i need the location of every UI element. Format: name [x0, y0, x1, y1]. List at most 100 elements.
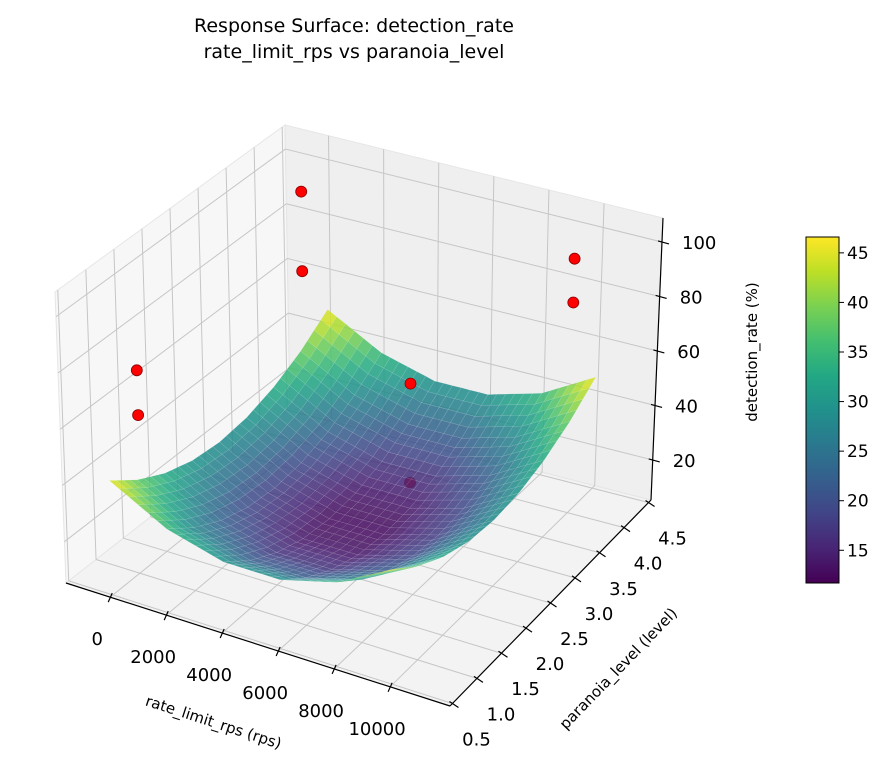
- x-tick-label: 10000: [348, 719, 405, 740]
- floor-grid-line-y: [68, 580, 453, 704]
- chart-title-line1: Response Surface: detection_rate: [194, 15, 514, 37]
- colorbar-tick-label: 20: [847, 492, 869, 512]
- x-tick-mark: [107, 592, 113, 603]
- y-tick-label: 4.0: [634, 554, 663, 575]
- floor-grid-line-y: [95, 559, 478, 679]
- colorbar-tick-label: 35: [847, 343, 869, 363]
- left-wall-grid-line-z: [55, 148, 286, 318]
- colorbar: 15 20 25 30 35 40 45: [805, 236, 869, 584]
- surface-facet: [440, 549, 457, 556]
- z-tick-mark: [653, 349, 665, 354]
- back-wall-grid-line-z: [285, 148, 663, 243]
- y-tick-mark: [596, 550, 606, 558]
- left-wall-grid-line-y: [169, 208, 179, 496]
- left-wall-grid-line-y: [253, 147, 261, 432]
- y-tick-label: 3.5: [609, 579, 638, 600]
- y-tick-label: 1.0: [487, 704, 516, 725]
- surface-facet: [471, 525, 488, 534]
- y-tick-mark: [449, 700, 459, 708]
- x-tick-label: 2000: [130, 647, 176, 668]
- x-tick-label: 0: [91, 629, 102, 650]
- x-tick-label: 8000: [298, 701, 344, 722]
- surface-facet: [483, 513, 501, 524]
- left-wall-grid-line-y: [85, 269, 97, 560]
- z-tick-label: 100: [682, 233, 716, 254]
- z-tick-mark: [655, 294, 667, 300]
- y-tick-label: 2.0: [536, 654, 565, 675]
- chart-title-line2: rate_limit_rps vs paranoia_level: [204, 41, 505, 63]
- scatter-point: [568, 252, 581, 265]
- colorbar-tick-label: 40: [847, 293, 869, 313]
- z-tick-label: 80: [680, 288, 703, 309]
- back-wall-grid-line-z: [286, 203, 660, 297]
- surface-facet: [465, 530, 482, 539]
- z-tick-label: 40: [675, 397, 698, 418]
- y-tick-mark: [522, 625, 533, 633]
- surface-facet: [383, 568, 400, 572]
- surface-facet: [490, 506, 507, 517]
- y-tick-label: 1.5: [511, 679, 540, 700]
- surface: [108, 309, 597, 583]
- scatter-point: [296, 265, 309, 278]
- scatter-point: [567, 296, 580, 309]
- x-tick-mark: [331, 664, 337, 675]
- surface-facet: [446, 545, 463, 552]
- z-tick-label: 60: [677, 342, 700, 363]
- y-axis-label: paranoia_level (level): [556, 604, 682, 733]
- z-tick-label: 20: [673, 451, 696, 472]
- y-tick-mark: [498, 650, 508, 658]
- left-wall-grid-line-y: [281, 127, 288, 411]
- surface-facet: [502, 492, 520, 503]
- y-tick-label: 2.5: [560, 629, 589, 650]
- left-wall-grid-line-y: [141, 228, 152, 517]
- z-tick-mark: [657, 240, 670, 245]
- y-tick-mark: [473, 675, 484, 683]
- left-wall-grid-line-z: [59, 258, 288, 430]
- z-axis-label: detection_rate (%): [743, 282, 762, 422]
- colorbar-tick-label: 25: [847, 442, 869, 462]
- x-tick-mark: [275, 646, 281, 657]
- y-tick-mark: [620, 525, 631, 533]
- x-axis-line: [65, 582, 451, 707]
- colorbar-tick-label: 45: [847, 244, 869, 264]
- y-tick-label: 4.5: [658, 529, 687, 550]
- surface-facet: [433, 552, 450, 560]
- axis-lines: [65, 217, 670, 708]
- scatter-above-surface: [130, 185, 581, 422]
- y-tick-label: 3.0: [585, 604, 614, 625]
- surface-facet: [389, 567, 406, 571]
- back-wall-grid-line-x: [594, 203, 605, 486]
- left-wall-grid-line-z: [62, 312, 289, 486]
- surface-facet: [452, 541, 469, 548]
- x-tick-label: 6000: [242, 683, 288, 704]
- z-axis-line: [650, 217, 664, 501]
- back-wall-grid-line-z: [287, 257, 658, 352]
- y-tick-label: 0.5: [462, 730, 491, 751]
- scatter-point: [404, 377, 417, 390]
- left-wall-grid-line-y: [57, 289, 70, 581]
- scatter-point: [295, 185, 308, 198]
- x-tick-mark: [219, 628, 225, 639]
- x-tick-mark: [387, 682, 393, 693]
- surface-facet: [427, 556, 444, 562]
- left-wall-grid-line-z: [64, 367, 290, 543]
- scatter-point: [130, 364, 143, 377]
- colorbar-tick-label: 30: [847, 393, 869, 413]
- surface-facet: [477, 520, 494, 529]
- left-wall-grid-line-z: [57, 203, 287, 374]
- colorbar-tick-label: 15: [847, 541, 869, 561]
- x-tick-mark: [163, 610, 169, 621]
- y-tick-mark: [645, 500, 655, 508]
- left-wall-grid-line-y: [225, 167, 234, 453]
- surface-facet: [458, 536, 475, 545]
- z-tick-mark: [650, 403, 663, 409]
- colorbar-gradient: [805, 236, 840, 584]
- surface-facet: [566, 398, 584, 414]
- y-tick-mark: [571, 575, 582, 583]
- x-tick-label: 4000: [186, 665, 232, 686]
- left-wall-grid-line-y: [197, 188, 206, 475]
- y-tick-mark: [547, 600, 557, 608]
- scatter-point: [132, 409, 145, 422]
